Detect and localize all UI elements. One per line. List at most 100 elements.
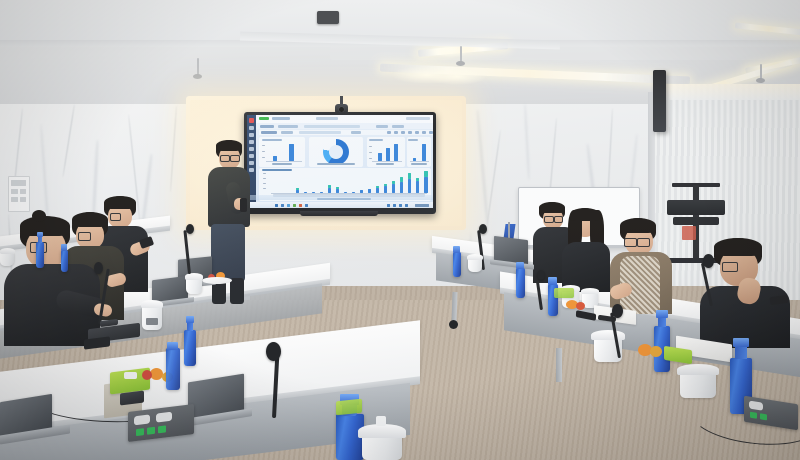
bottle-cap-rn2: [733, 338, 749, 347]
attendee-left-front: [4, 210, 113, 346]
taskbar-start-icon: [275, 203, 278, 207]
dashboard-filter-row[interactable]: [259, 130, 433, 135]
taskbar-icon-5: [305, 203, 308, 207]
dashboard-sidebar[interactable]: [247, 115, 256, 208]
ceiling-band: [330, 46, 800, 60]
microphone-head-right-2[interactable]: [537, 270, 545, 280]
microphone-head-right-3[interactable]: [612, 304, 623, 318]
fruit-orange-fg: [150, 368, 163, 380]
dashboard-widget-bar-2[interactable]: [367, 137, 405, 167]
taskbar-icon-3: [293, 203, 296, 207]
glasses-icon-right: [554, 216, 563, 223]
water-bottle-rb1[interactable]: [453, 252, 461, 277]
bottle-neck-rn1: [658, 316, 666, 327]
bottle-cap-lb2: [61, 244, 67, 251]
bottle-cap-lm1: [186, 316, 194, 323]
cup-lid-lb1: [0, 248, 15, 254]
microphone-head-right-1[interactable]: [479, 224, 487, 234]
sidebar-chart-icon: [249, 133, 254, 137]
display-mount-foot: [300, 211, 378, 216]
fruit-orange-rn2: [650, 346, 662, 357]
microphone-head-right-4[interactable]: [703, 254, 714, 268]
cup-lid-rn2: [677, 364, 719, 375]
glasses-icon: [722, 262, 738, 272]
coffee-cup-lb1[interactable]: [0, 252, 14, 266]
tissue-right: [554, 288, 574, 298]
fruit-orange-rb: [566, 300, 578, 309]
widget-3-legend: [376, 163, 394, 165]
dashboard-widget-bar-3[interactable]: [407, 137, 431, 167]
sprinkler-center-stem: [460, 46, 462, 63]
sidebar-user-icon: [249, 154, 254, 158]
camera-mount-arm: [340, 96, 343, 105]
water-bottle-lb1[interactable]: [36, 242, 44, 268]
sprinkler-right: [756, 78, 765, 83]
coffee-cup-fg2[interactable]: [362, 434, 402, 460]
hair-tuft: [32, 210, 46, 222]
water-bottle-lb2[interactable]: [61, 250, 68, 272]
tv-stand-mount-arm: [667, 200, 725, 215]
main-chart-title: [262, 169, 292, 172]
bottle-cap-rb1: [453, 246, 460, 253]
glasses-icon: [624, 238, 637, 247]
glasses-icon: [78, 232, 91, 241]
coffee-cup-lb2[interactable]: [186, 278, 202, 294]
dashboard-widget-bar-1[interactable]: [259, 137, 305, 167]
cup-lid-rb3: [581, 288, 599, 294]
taskbar-clock: [415, 203, 429, 207]
tv-stand-base: [664, 258, 726, 263]
coffee-cup-rb1[interactable]: [468, 258, 482, 272]
water-bottle-rn1[interactable]: [654, 326, 670, 372]
fruit-apple-fg: [142, 370, 152, 380]
widget-1-legend: [272, 163, 292, 165]
camera-lens-icon: [339, 107, 344, 112]
windows-taskbar[interactable]: [247, 202, 433, 208]
microphone-head-left-1[interactable]: [94, 262, 103, 274]
bottle-cap-rn1: [656, 310, 668, 318]
sprinkler-left-stem: [197, 58, 199, 76]
tray-icon-1: [387, 203, 390, 207]
sidebar-list-icon: [249, 147, 254, 151]
right-table-far-leg: [451, 291, 458, 323]
tray-icon-2: [393, 203, 396, 207]
fruit-plate-lb: [202, 277, 232, 284]
red-equipment-box: [682, 226, 696, 240]
dashboard-toolbar[interactable]: [256, 123, 433, 129]
taskbar-icon-4: [299, 203, 302, 207]
glasses-icon: [110, 213, 121, 221]
bottle-neck-lb1: [38, 236, 42, 243]
bottle-neck-rn2: [735, 346, 747, 359]
wall-control-panel[interactable]: [8, 176, 30, 212]
fruit-apple-rb: [576, 302, 585, 310]
water-bottle-fg1[interactable]: [166, 348, 180, 390]
taskbar-icon-2: [287, 203, 290, 207]
microphone-head-left-2[interactable]: [186, 224, 194, 234]
sprinkler-right-stem: [760, 64, 762, 80]
water-bottle-rb2[interactable]: [516, 268, 525, 298]
coffee-cup-rb3[interactable]: [582, 292, 598, 308]
taskbar-icon-1: [281, 203, 284, 207]
dashboard-widget-donut[interactable]: [309, 137, 363, 167]
tv-stand-lower-arm: [673, 217, 719, 225]
wall-cove-light: [655, 84, 800, 100]
water-bottle-lm1[interactable]: [184, 330, 196, 366]
sidebar-gear-icon: [249, 161, 254, 165]
ceiling-sensor: [317, 11, 339, 24]
cup-lid-rb1: [467, 254, 483, 260]
right-table-near-leg: [556, 348, 562, 382]
coffee-cup-rn2[interactable]: [680, 372, 716, 398]
tissue-sheet: [124, 372, 137, 379]
widget-4-legend: [411, 163, 427, 165]
water-bottle-rb3[interactable]: [548, 284, 558, 316]
bottle-cap-rb3: [548, 277, 557, 285]
tray-icon-4: [405, 203, 408, 207]
sidebar-help-icon: [249, 168, 254, 172]
cup-lid-fg2: [358, 424, 406, 438]
fruit-orange-rn: [638, 344, 652, 356]
cup-lid-lm1: [141, 300, 163, 308]
bottle-neck-lm1: [187, 322, 193, 331]
display-screen[interactable]: [247, 115, 433, 208]
microphone-head-foreground[interactable]: [266, 342, 281, 361]
right-table-far-caster: [449, 320, 458, 329]
presenter-handheld-device[interactable]: [240, 198, 247, 212]
